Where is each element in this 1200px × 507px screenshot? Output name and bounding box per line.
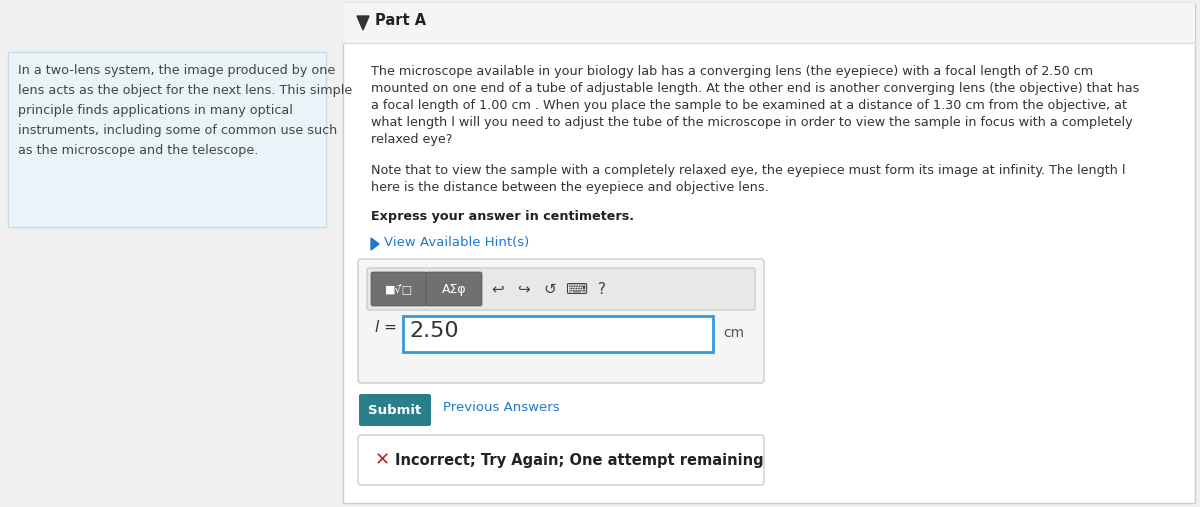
Text: cm: cm xyxy=(722,326,744,340)
Text: ✕: ✕ xyxy=(374,451,390,469)
Text: ↩: ↩ xyxy=(492,281,504,297)
FancyBboxPatch shape xyxy=(426,272,482,306)
FancyBboxPatch shape xyxy=(343,3,1195,503)
Text: 2.50: 2.50 xyxy=(409,321,458,341)
FancyBboxPatch shape xyxy=(367,268,755,310)
FancyBboxPatch shape xyxy=(403,316,713,352)
Text: Incorrect; Try Again; One attempt remaining: Incorrect; Try Again; One attempt remain… xyxy=(395,453,763,467)
Text: AΣφ: AΣφ xyxy=(442,282,467,296)
Text: In a two-lens system, the image produced by one
lens acts as the object for the : In a two-lens system, the image produced… xyxy=(18,64,353,157)
Polygon shape xyxy=(371,238,379,250)
Text: The microscope available in your biology lab has a converging lens (the eyepiece: The microscope available in your biology… xyxy=(371,65,1093,78)
Polygon shape xyxy=(358,16,370,30)
Text: here is the distance between the eyepiece and objective lens.: here is the distance between the eyepiec… xyxy=(371,181,769,194)
Text: Part A: Part A xyxy=(374,13,426,28)
Text: Note that to view the sample with a completely relaxed eye, the eyepiece must fo: Note that to view the sample with a comp… xyxy=(371,164,1126,177)
Text: Express your answer in centimeters.: Express your answer in centimeters. xyxy=(371,210,634,223)
Text: l =: l = xyxy=(374,320,397,335)
Text: View Available Hint(s): View Available Hint(s) xyxy=(384,236,529,249)
Text: Previous Answers: Previous Answers xyxy=(443,401,559,414)
Text: ⌨: ⌨ xyxy=(565,281,587,297)
FancyBboxPatch shape xyxy=(343,3,1195,43)
FancyBboxPatch shape xyxy=(358,435,764,485)
FancyBboxPatch shape xyxy=(8,52,326,227)
FancyBboxPatch shape xyxy=(359,394,431,426)
Text: ↺: ↺ xyxy=(544,281,557,297)
Text: ?: ? xyxy=(598,281,606,297)
Text: what length l will you need to adjust the tube of the microscope in order to vie: what length l will you need to adjust th… xyxy=(371,116,1133,129)
FancyBboxPatch shape xyxy=(358,259,764,383)
Text: Submit: Submit xyxy=(368,404,421,416)
Text: ↪: ↪ xyxy=(517,281,530,297)
Text: a focal length of 1.00 cm . When you place the sample to be examined at a distan: a focal length of 1.00 cm . When you pla… xyxy=(371,99,1127,112)
Text: ■√̄□: ■√̄□ xyxy=(385,283,413,295)
FancyBboxPatch shape xyxy=(371,272,427,306)
Text: mounted on one end of a tube of adjustable length. At the other end is another c: mounted on one end of a tube of adjustab… xyxy=(371,82,1139,95)
Text: relaxed eye?: relaxed eye? xyxy=(371,133,452,146)
